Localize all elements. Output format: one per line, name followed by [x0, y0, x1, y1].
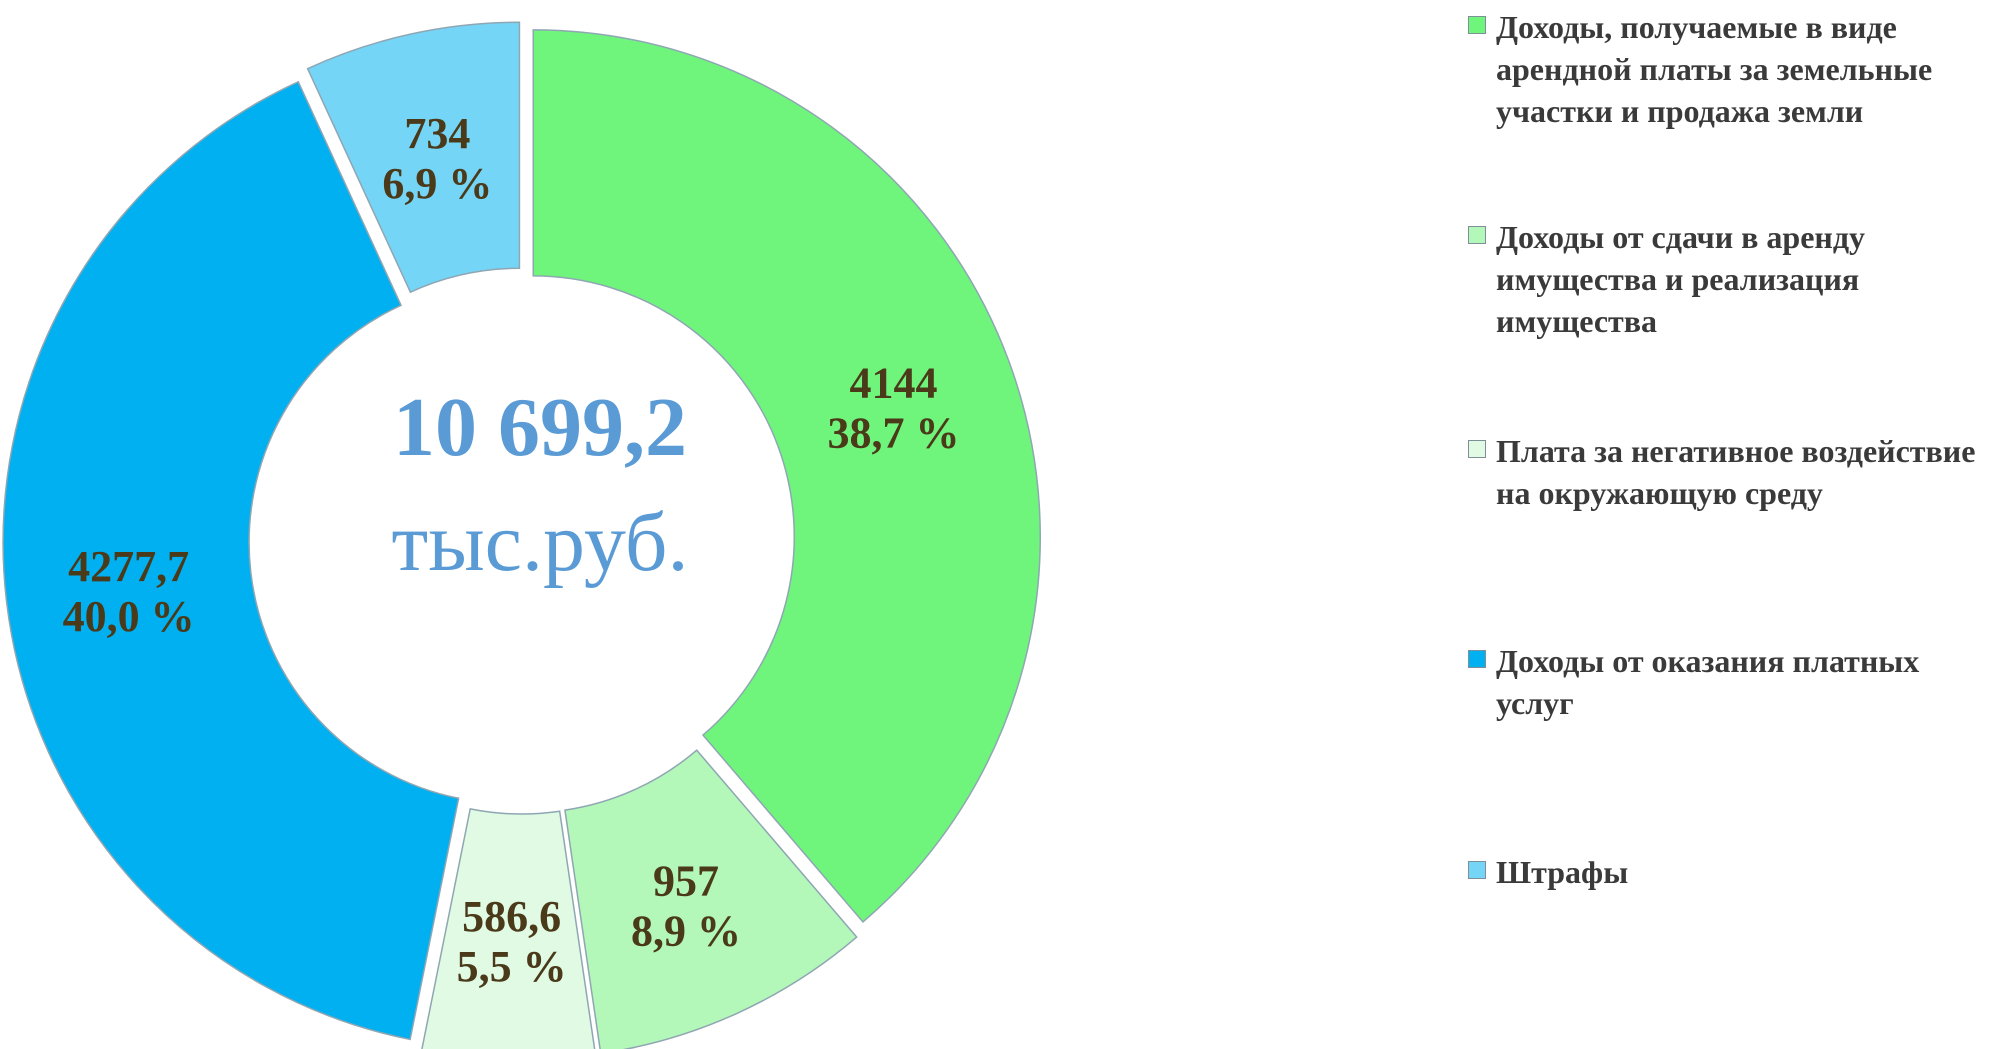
percent-label: 6,9 %	[382, 159, 492, 208]
legend-label: Доходы от оказания платных услуг	[1496, 643, 1920, 721]
value-label: 4144	[849, 359, 937, 408]
legend-label: Штрафы	[1496, 854, 1629, 890]
value-label: 734	[404, 109, 470, 158]
center-unit: тыс.руб.	[392, 496, 689, 589]
legend-swatch	[1468, 440, 1486, 458]
legend-swatch	[1468, 16, 1486, 34]
slice	[421, 807, 596, 1049]
data-label: 4277,740,0 %	[63, 542, 195, 641]
legend-swatch	[1468, 226, 1486, 244]
value-label: 586,6	[462, 892, 561, 941]
percent-label: 40,0 %	[63, 592, 195, 641]
data-label: 586,65,5 %	[457, 892, 567, 991]
value-label: 957	[653, 856, 719, 905]
legend-swatch	[1468, 650, 1486, 668]
percent-label: 5,5 %	[457, 942, 567, 991]
legend-label: Доходы от сдачи в аренду имущества и реа…	[1496, 219, 1866, 339]
slice	[2, 80, 460, 1041]
legend-swatch	[1468, 861, 1486, 879]
center-value: 10 699,2	[393, 381, 687, 474]
slice	[306, 21, 521, 294]
value-label: 4277,7	[68, 542, 189, 591]
legend-label: Плата за негативное воздействие на окруж…	[1496, 433, 1976, 511]
percent-label: 38,7 %	[827, 409, 959, 458]
percent-label: 8,9 %	[631, 906, 741, 955]
slice	[532, 29, 1041, 924]
legend-label: Доходы, получаемые в виде арендной платы…	[1496, 9, 1933, 129]
slice	[564, 749, 858, 1049]
